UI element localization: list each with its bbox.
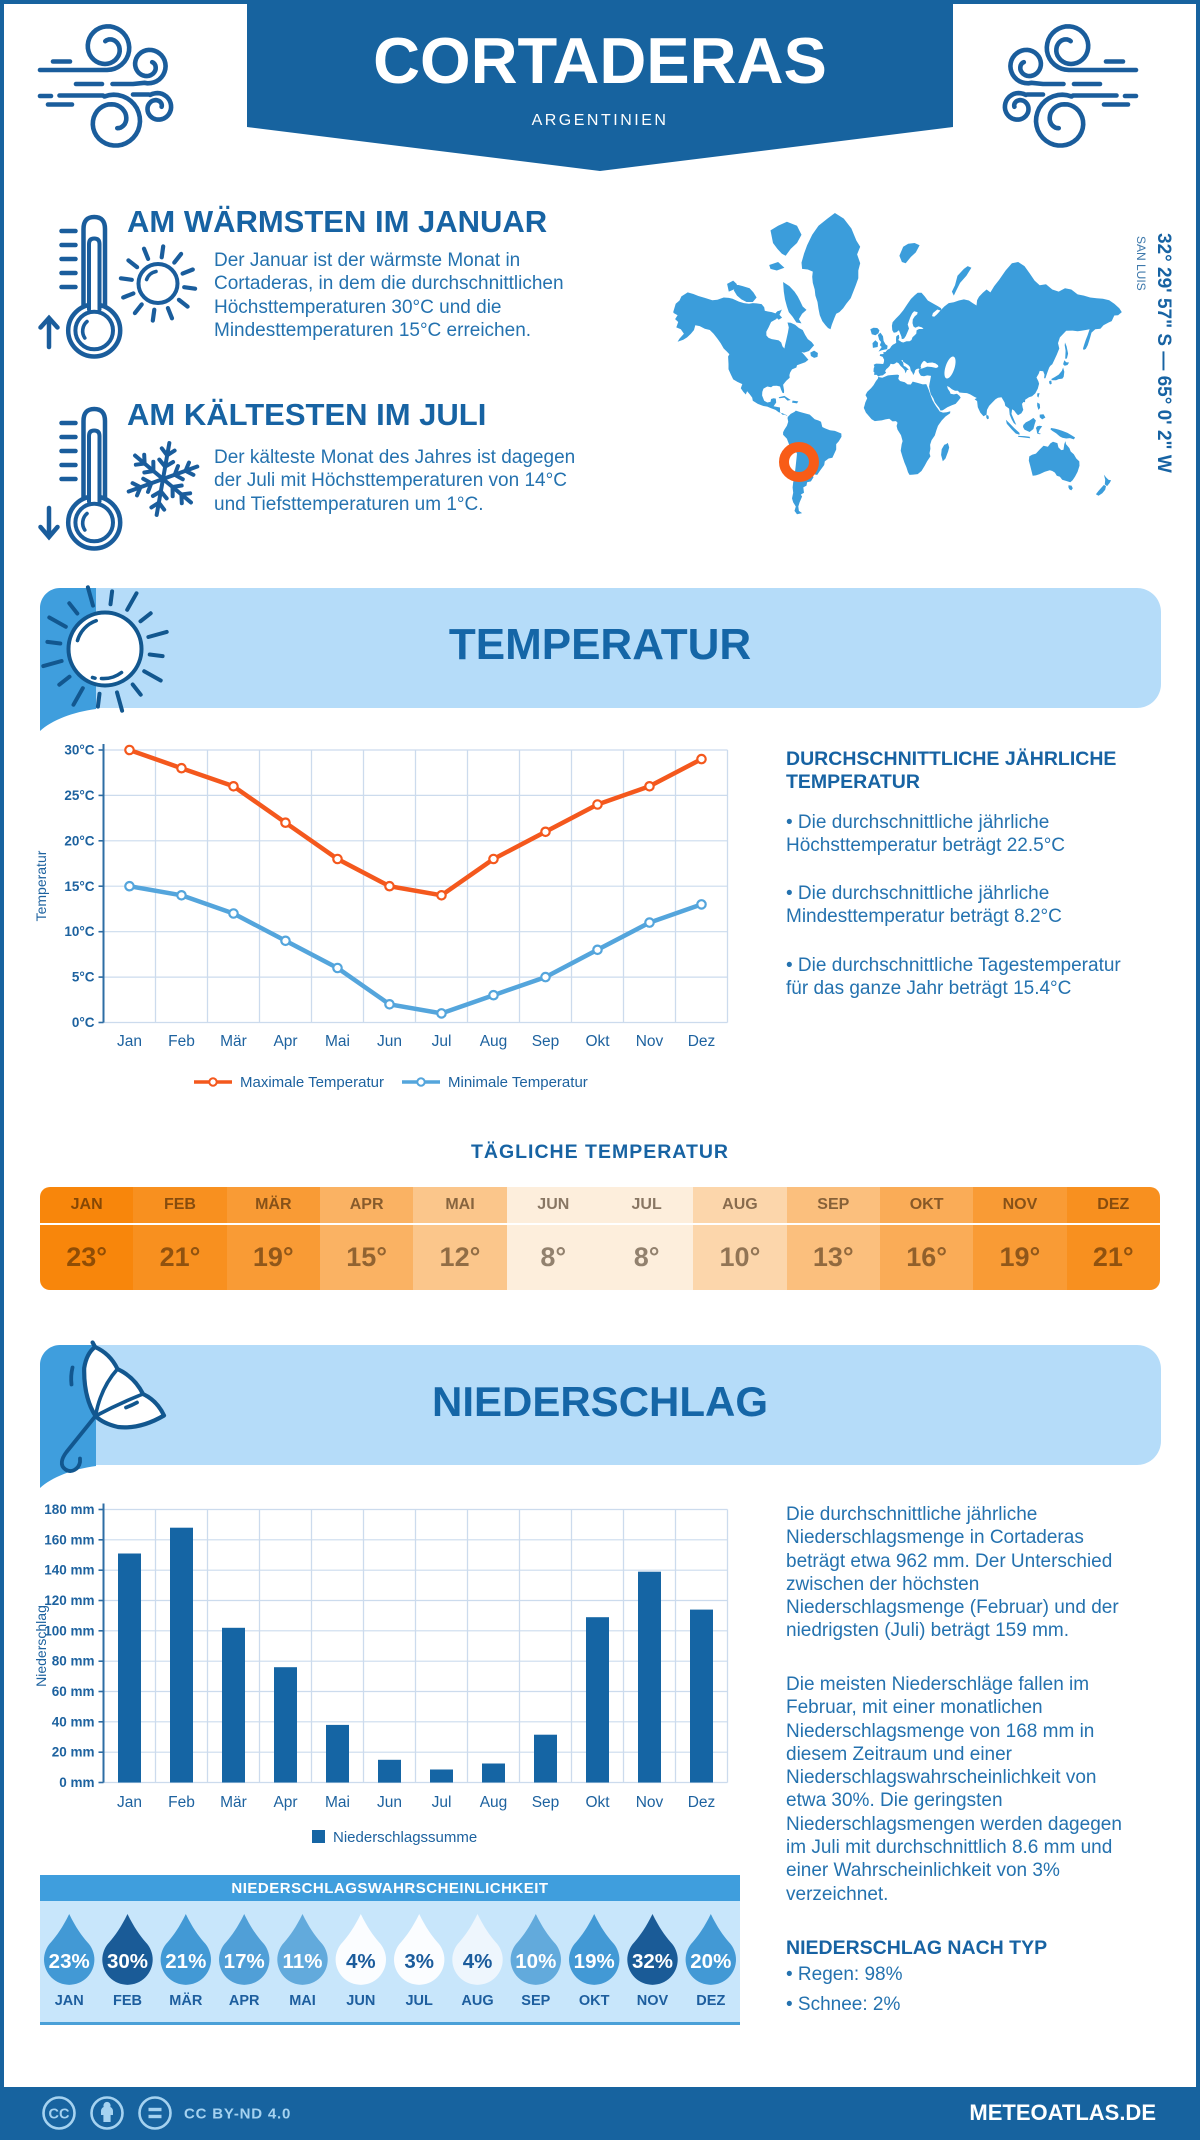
svg-text:Aug: Aug: [480, 1033, 508, 1050]
svg-text:METEOATLAS.DE: METEOATLAS.DE: [969, 2100, 1156, 2125]
svg-text:30°C: 30°C: [64, 743, 94, 758]
svg-text:11%: 11%: [283, 1950, 323, 1973]
svg-text:CC BY-ND 4.0: CC BY-ND 4.0: [184, 2106, 291, 2123]
svg-text:4%: 4%: [463, 1950, 493, 1973]
svg-text:OKT: OKT: [579, 1993, 610, 2009]
svg-text:Mär: Mär: [220, 1033, 247, 1050]
svg-text:5°C: 5°C: [72, 970, 95, 985]
svg-text:25°C: 25°C: [64, 788, 94, 803]
svg-text:15°C: 15°C: [64, 879, 94, 894]
svg-text:Niederschlagssumme: Niederschlagssumme: [333, 1829, 477, 1846]
svg-text:Nov: Nov: [636, 1033, 664, 1050]
svg-text:100 mm: 100 mm: [44, 1623, 94, 1638]
svg-text:17%: 17%: [224, 1950, 265, 1973]
svg-text:23%: 23%: [49, 1950, 90, 1973]
svg-text:Okt: Okt: [585, 1033, 610, 1050]
svg-text:19%: 19%: [574, 1950, 615, 1973]
svg-text:30%: 30%: [107, 1950, 148, 1973]
svg-text:Minimale Temperatur: Minimale Temperatur: [448, 1074, 588, 1091]
svg-text:Mär: Mär: [220, 1794, 247, 1811]
svg-text:MÄR: MÄR: [169, 1992, 203, 2009]
svg-text:NOV: NOV: [637, 1993, 669, 2009]
svg-text:MAI: MAI: [289, 1993, 316, 2009]
svg-text:Okt: Okt: [585, 1794, 610, 1811]
svg-text:Niederschlag: Niederschlag: [33, 1605, 49, 1687]
svg-text:SEP: SEP: [521, 1993, 550, 2009]
svg-text:160 mm: 160 mm: [44, 1532, 94, 1547]
svg-text:APR: APR: [229, 1993, 260, 2009]
svg-text:FEB: FEB: [113, 1993, 142, 2009]
svg-text:0°C: 0°C: [72, 1015, 95, 1030]
svg-text:140 mm: 140 mm: [44, 1563, 94, 1578]
svg-text:Temperatur: Temperatur: [33, 850, 49, 921]
svg-text:Jan: Jan: [117, 1033, 142, 1050]
svg-text:JUN: JUN: [346, 1993, 375, 2009]
svg-text:AUG: AUG: [461, 1993, 493, 2009]
svg-text:Sep: Sep: [532, 1033, 560, 1050]
svg-text:32%: 32%: [632, 1950, 673, 1973]
svg-text:Mai: Mai: [325, 1794, 350, 1811]
svg-text:3%: 3%: [404, 1950, 434, 1973]
svg-text:20%: 20%: [690, 1950, 731, 1973]
svg-text:20 mm: 20 mm: [52, 1745, 95, 1760]
svg-text:Jun: Jun: [377, 1794, 402, 1811]
svg-text:Nov: Nov: [636, 1794, 664, 1811]
svg-text:10°C: 10°C: [64, 924, 94, 939]
svg-text:JAN: JAN: [55, 1993, 84, 2009]
svg-text:Apr: Apr: [273, 1033, 297, 1050]
svg-text:Maximale Temperatur: Maximale Temperatur: [240, 1074, 384, 1091]
svg-text:Jun: Jun: [377, 1033, 402, 1050]
svg-text:40 mm: 40 mm: [52, 1714, 95, 1729]
svg-text:80 mm: 80 mm: [52, 1654, 95, 1669]
svg-text:CC: CC: [49, 2107, 70, 2123]
svg-text:0 mm: 0 mm: [59, 1775, 94, 1790]
svg-text:Aug: Aug: [480, 1794, 508, 1811]
svg-text:180 mm: 180 mm: [44, 1502, 94, 1517]
svg-text:10%: 10%: [515, 1950, 556, 1973]
svg-text:Feb: Feb: [168, 1794, 195, 1811]
svg-text:120 mm: 120 mm: [44, 1593, 94, 1608]
svg-text:Dez: Dez: [688, 1033, 716, 1050]
svg-text:60 mm: 60 mm: [52, 1684, 95, 1699]
svg-text:20°C: 20°C: [64, 833, 94, 848]
svg-text:Sep: Sep: [532, 1794, 560, 1811]
svg-text:Feb: Feb: [168, 1033, 195, 1050]
svg-text:Jul: Jul: [432, 1794, 452, 1811]
svg-text:JUL: JUL: [405, 1993, 433, 2009]
svg-text:Mai: Mai: [325, 1033, 350, 1050]
svg-text:Jul: Jul: [432, 1033, 452, 1050]
svg-text:Dez: Dez: [688, 1794, 716, 1811]
svg-text:4%: 4%: [346, 1950, 376, 1973]
svg-text:DEZ: DEZ: [696, 1993, 725, 2009]
svg-text:Jan: Jan: [117, 1794, 142, 1811]
svg-text:Apr: Apr: [273, 1794, 297, 1811]
svg-text:21%: 21%: [165, 1950, 206, 1973]
